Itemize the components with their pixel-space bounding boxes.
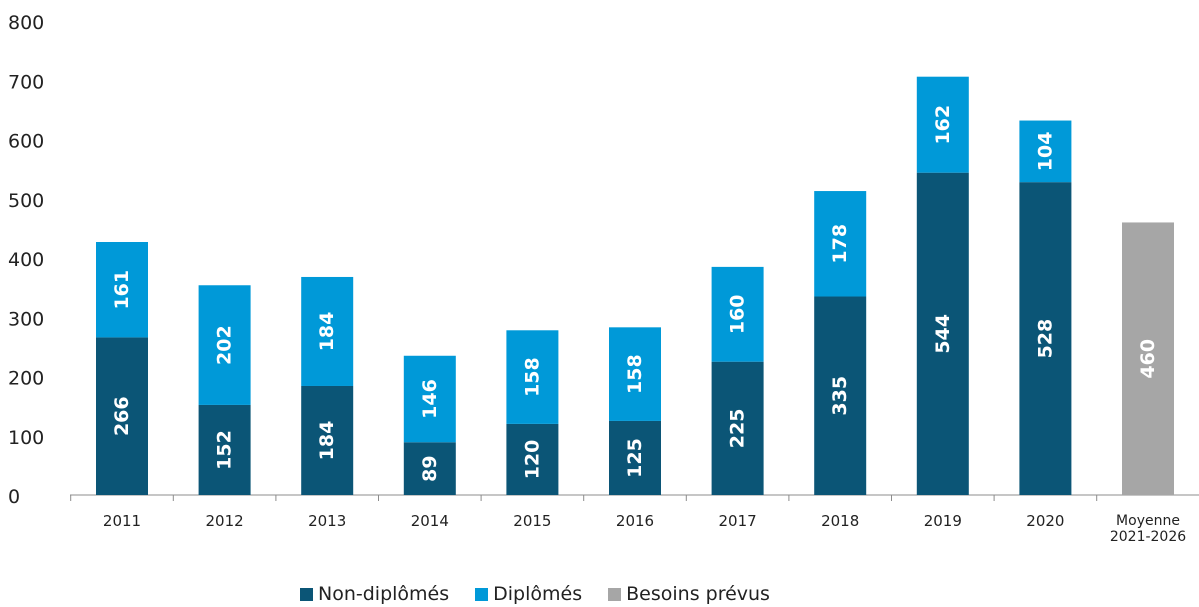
legend-item-non-dipl-m-s: Non-diplômés [300,583,449,605]
x-tick-label: 2020 [1026,512,1064,530]
legend-item-besoins-pr-vus: Besoins prévus [608,583,770,605]
bar-dipl-m-s [403,355,456,443]
x-tick-label: 2015 [513,512,551,530]
bar-non-dipl-m-s [301,385,354,495]
y-tick-label: 400 [8,249,44,271]
data-label: 158 [624,354,646,394]
y-tick-label: 800 [8,12,44,34]
y-tick-label: 100 [8,427,44,449]
x-tick-label: 2012 [206,512,244,530]
bar-non-dipl-m-s [96,337,148,495]
data-label: 162 [932,105,954,145]
bar-non-dipl-m-s [711,361,764,495]
data-label: 225 [727,409,749,449]
legend-label: Non-diplômés [318,583,450,605]
x-tick-label: 2019 [924,512,962,530]
bar-dipl-m-s [198,285,251,405]
bar-non-dipl-m-s [814,296,867,495]
y-tick-label: 600 [8,131,44,153]
data-label: 89 [419,455,441,481]
data-label: 266 [111,396,133,436]
y-tick-label: 300 [8,308,44,330]
x-tick-label: 2013 [308,512,346,530]
data-label: 161 [111,270,133,310]
bar-non-dipl-m-s [403,442,456,495]
stacked-bar-chart: 0 100 200 300 400 500 600 700 800 266 161 2011 152 20… [8,12,1199,545]
x-tick-label: 2011 [103,512,141,530]
bar-dipl-m-s [916,76,969,173]
bar-dipl-m-s [609,327,661,421]
data-label: 178 [829,224,851,264]
data-label: 335 [829,376,851,416]
y-tick-label: 200 [8,368,44,390]
x-tick-label: 2017 [719,512,757,530]
y-tick-label: 500 [8,190,44,212]
legend-label: Besoins prévus [626,583,770,605]
bar-non-dipl-m-s [506,423,559,495]
data-label: 544 [932,314,954,354]
data-label: 125 [624,438,646,478]
x-tick-label: 2018 [821,512,859,530]
bar-dipl-m-s [301,276,354,386]
x-tick-label: 2016 [616,512,654,530]
legend-swatch [608,587,622,601]
x-tick-label: 2014 [411,512,449,530]
data-label: 460 [1137,339,1159,379]
legend-swatch [475,587,489,601]
y-tick-label: 0 [8,486,20,508]
bar-dipl-m-s [506,330,559,424]
bar-non-dipl-m-s [198,404,251,495]
legend-swatch [300,587,313,601]
data-label: 184 [316,312,338,352]
y-tick-label: 700 [8,71,44,93]
data-label: 152 [214,430,236,470]
bar-besoins-pr-vus [1122,222,1174,495]
data-label: 202 [214,325,236,365]
legend-item-dipl-m-s: Diplômés [475,583,582,605]
data-label: 184 [316,421,338,461]
chart-legend: Non-diplômés Diplômés Besoins prévus [300,582,796,606]
bar-non-dipl-m-s [916,172,969,495]
data-label: 158 [521,357,543,397]
data-label: 160 [727,294,749,334]
x-tick-label: Moyenne 2021-2026 [1110,513,1186,545]
data-label: 146 [419,379,441,419]
bar-dipl-m-s [1019,120,1072,183]
bar-dipl-m-s [711,266,764,362]
bar-non-dipl-m-s [1019,182,1072,495]
bar-dipl-m-s [96,242,148,338]
data-label: 104 [1034,132,1056,172]
data-label: 528 [1034,319,1056,359]
bar-dipl-m-s [814,191,867,297]
bar-non-dipl-m-s [609,420,661,495]
data-label: 120 [521,440,543,480]
legend-label: Diplômés [493,583,583,605]
